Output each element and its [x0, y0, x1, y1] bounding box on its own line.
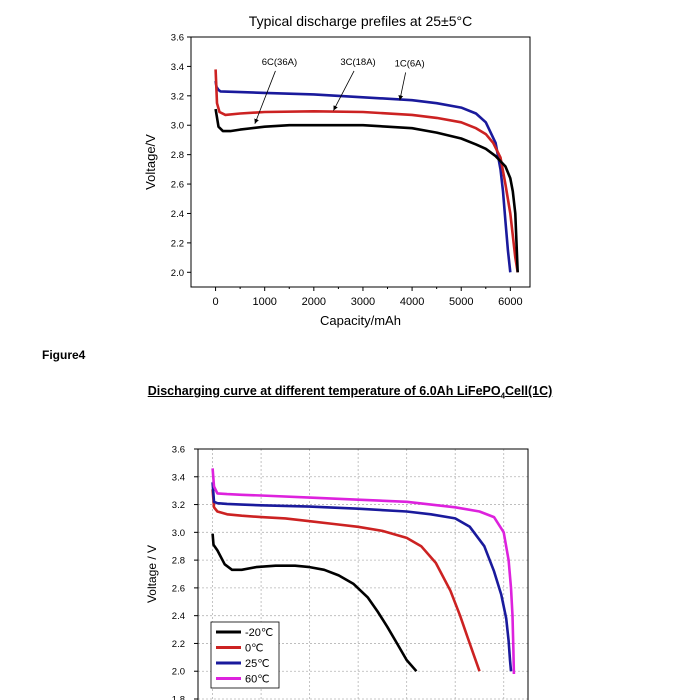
x-axis-label: Capacity/mAh: [320, 313, 401, 328]
y-tick-label: 3.0: [171, 121, 184, 132]
x-tick-label: 4000: [400, 296, 424, 308]
y-tick-label: 3.6: [171, 33, 184, 44]
annotation-arrow: [254, 70, 276, 124]
plot-frame: [197, 448, 529, 700]
series-line-6c-36a: [214, 108, 519, 273]
y-axis-label: Voltage / V: [145, 545, 159, 603]
y-tick-label: 2.4: [172, 611, 185, 622]
figure-label: Figure4: [42, 348, 86, 362]
y-tick-label: 2.4: [171, 209, 184, 220]
series-line-0: [211, 489, 481, 672]
x-tick-label: 2000: [302, 296, 326, 308]
series-line-25: [211, 482, 513, 672]
annotation-arrow: [398, 72, 407, 101]
y-tick-label: 2.0: [172, 667, 185, 678]
y-tick-label: 3.2: [172, 500, 185, 511]
section-title-suffix: Cell(1C): [505, 384, 553, 398]
series-line-20: [211, 533, 418, 673]
chart-typical-discharge: 2.0 2.2 2.4 2.6 2.8 3.0 3.2 3.4 3.6 0 1000 2000 3000…: [143, 13, 531, 328]
y-tick-label: 1.8: [172, 695, 185, 700]
y-tick-label: 2.8: [172, 556, 185, 567]
annotation-arrow: [333, 70, 355, 111]
y-tick-label: 2.6: [172, 583, 185, 594]
y-tick-label: 2.0: [171, 268, 184, 279]
legend-label-60: 60℃: [245, 674, 270, 686]
y-tick-label: 3.4: [172, 472, 185, 483]
section-title: Discharging curve at different temperatu…: [0, 384, 700, 401]
x-tick-label: 0: [213, 296, 219, 308]
legend-label-20: -20℃: [245, 627, 273, 639]
y-tick-label: 3.2: [171, 91, 184, 102]
y-tick-label: 2.2: [171, 238, 184, 249]
y-tick-label: 3.0: [172, 528, 185, 539]
section-title-subscript: 4: [500, 391, 506, 401]
section-title-text: Discharging curve at different temperatu…: [147, 384, 501, 398]
series-line-3c-18a: [214, 69, 519, 273]
series-line-1c-6a: [214, 80, 512, 273]
x-tick-label: 1000: [252, 296, 276, 308]
plot-frame: [190, 36, 531, 288]
y-tick-label: 3.4: [171, 62, 184, 73]
series-group: [211, 468, 516, 675]
x-tick-label: 3000: [351, 296, 375, 308]
y-tick-label: 3.6: [172, 445, 185, 456]
chart-title: Typical discharge prefiles at 25±5°C: [249, 13, 472, 29]
annotation-6c-36a: 6C(36A): [262, 57, 297, 68]
y-tick-label: 2.2: [172, 639, 185, 650]
annotation-3c-18a: 3C(18A): [340, 57, 375, 68]
series-line-60: [211, 468, 516, 675]
annotation-1c-6a: 1C(6A): [395, 58, 425, 69]
y-axis-label: Voltage/V: [143, 134, 158, 190]
y-tick-label: 2.8: [171, 150, 184, 161]
x-tick-label: 5000: [449, 296, 473, 308]
legend-label-0: 0℃: [245, 643, 263, 655]
legend-label-25: 25℃: [245, 658, 270, 670]
y-tick-label: 2.6: [171, 180, 184, 191]
x-tick-label: 6000: [498, 296, 522, 308]
